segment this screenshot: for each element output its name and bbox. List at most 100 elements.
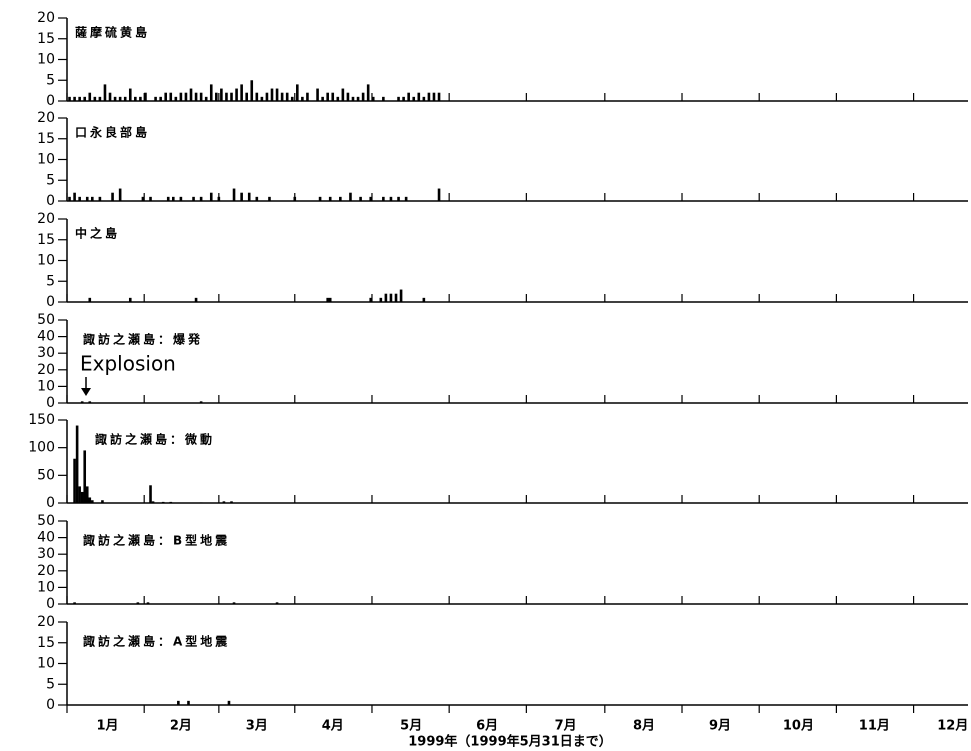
bar bbox=[179, 92, 183, 101]
bar bbox=[427, 92, 431, 101]
bar bbox=[255, 196, 259, 201]
y-tick-label: 20 bbox=[37, 10, 55, 26]
panel-title: 諏訪之瀬島：微動 bbox=[95, 432, 215, 447]
x-tick-label: 10月 bbox=[783, 719, 814, 734]
bar bbox=[422, 297, 426, 302]
bar bbox=[389, 293, 393, 302]
bar bbox=[382, 96, 385, 101]
bar bbox=[141, 196, 145, 201]
bar bbox=[103, 84, 107, 101]
bar bbox=[189, 88, 193, 101]
panel-title: 薩摩硫黄島 bbox=[75, 25, 150, 40]
x-tick-label: 3月 bbox=[246, 719, 268, 734]
x-tick-label: 7月 bbox=[555, 719, 577, 734]
y-tick-label: 10 bbox=[37, 52, 55, 68]
bar bbox=[78, 486, 81, 503]
y-tick-label: 0 bbox=[46, 294, 55, 310]
bar bbox=[78, 196, 81, 201]
bar bbox=[144, 92, 147, 101]
bar bbox=[359, 196, 362, 201]
bar bbox=[108, 92, 112, 101]
bar bbox=[341, 88, 345, 101]
bar bbox=[199, 92, 203, 101]
y-tick-label: 0 bbox=[46, 93, 55, 109]
y-tick-label: 20 bbox=[37, 211, 55, 227]
bar bbox=[220, 88, 223, 101]
x-tick-label: 5月 bbox=[400, 719, 422, 734]
bar bbox=[290, 96, 294, 101]
bar bbox=[101, 500, 104, 503]
panel-title: 諏訪之瀬島：爆発 bbox=[83, 332, 203, 347]
bar bbox=[161, 501, 165, 503]
bar bbox=[301, 96, 304, 101]
bar bbox=[222, 501, 226, 503]
bar bbox=[179, 196, 183, 201]
bar bbox=[128, 88, 132, 101]
bar bbox=[404, 196, 408, 201]
bar bbox=[369, 196, 373, 201]
bar bbox=[113, 96, 117, 101]
bar bbox=[384, 293, 388, 302]
x-tick-label: 8月 bbox=[633, 719, 655, 734]
bar bbox=[209, 84, 213, 101]
bar bbox=[232, 602, 236, 604]
bar bbox=[177, 700, 180, 705]
y-tick-label: 20 bbox=[37, 563, 55, 579]
bar bbox=[80, 401, 84, 403]
bar bbox=[194, 92, 198, 101]
bar bbox=[275, 602, 279, 604]
bar bbox=[164, 92, 168, 101]
bar bbox=[88, 92, 92, 101]
bar bbox=[331, 92, 335, 101]
bar bbox=[166, 196, 170, 201]
bar bbox=[83, 96, 87, 101]
bar bbox=[98, 196, 102, 201]
bar bbox=[154, 96, 157, 101]
bar bbox=[88, 401, 92, 403]
panel-title: 諏訪之瀬島：B型地震 bbox=[83, 533, 230, 548]
bar bbox=[136, 602, 140, 604]
bar bbox=[68, 196, 71, 201]
bar bbox=[169, 92, 173, 101]
x-tick-label: 1月 bbox=[96, 719, 118, 734]
bar bbox=[192, 196, 195, 201]
bar bbox=[230, 501, 233, 503]
bar bbox=[394, 293, 398, 302]
y-tick-label: 0 bbox=[46, 697, 55, 713]
bar bbox=[88, 297, 92, 302]
bar bbox=[265, 92, 269, 101]
bar bbox=[209, 192, 213, 201]
bar bbox=[217, 196, 221, 201]
panel-title: 中之島 bbox=[75, 226, 120, 241]
bar bbox=[328, 297, 332, 302]
y-tick-label: 10 bbox=[37, 253, 55, 269]
x-tick-label: 12月 bbox=[937, 719, 968, 734]
bar bbox=[250, 80, 254, 101]
panel-title: 口永良部島 bbox=[75, 125, 150, 140]
bar bbox=[366, 84, 370, 101]
y-tick-label: 50 bbox=[37, 312, 55, 328]
y-tick-label: 5 bbox=[46, 676, 55, 692]
bar bbox=[225, 92, 228, 101]
bar bbox=[75, 425, 79, 503]
bar bbox=[379, 297, 383, 302]
bar bbox=[369, 297, 373, 302]
bar bbox=[215, 92, 218, 101]
bar bbox=[146, 602, 150, 604]
bar bbox=[280, 92, 284, 101]
y-tick-label: 15 bbox=[37, 131, 55, 147]
y-tick-label: 15 bbox=[37, 31, 55, 47]
bar bbox=[199, 502, 203, 503]
x-tick-label: 11月 bbox=[859, 719, 890, 734]
y-tick-label: 10 bbox=[37, 378, 55, 394]
x-axis-label: 1999年（1999年5月31日まで） bbox=[408, 734, 612, 750]
bar bbox=[73, 602, 76, 604]
panel-title: 諏訪之瀬島：A型地震 bbox=[83, 634, 230, 649]
bar bbox=[399, 289, 403, 302]
bar bbox=[169, 501, 173, 503]
y-tick-label: 5 bbox=[46, 72, 55, 88]
bar bbox=[151, 501, 155, 503]
bar bbox=[437, 188, 441, 201]
annotation-arrowhead bbox=[81, 388, 91, 396]
bar bbox=[417, 92, 421, 101]
